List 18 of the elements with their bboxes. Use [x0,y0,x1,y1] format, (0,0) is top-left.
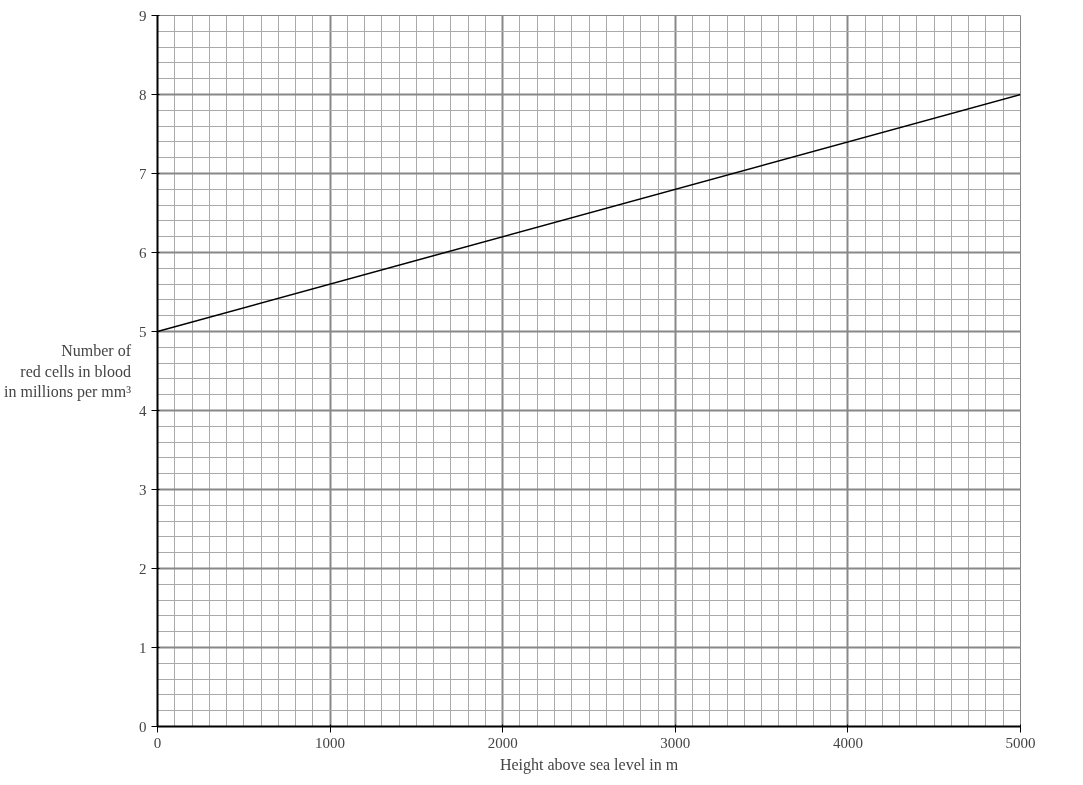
y-tick-label: 8 [139,86,147,103]
x-axis-title: Height above sea level in m [499,755,679,774]
x-tick-label: 3000 [660,734,691,751]
y-tick-label: 1 [139,639,147,656]
y-axis-title: Number of red cells in blood in millions per mm³ [3,342,132,401]
x-tick-label: 4000 [832,734,863,751]
y-tick-label: 5 [139,323,147,340]
y-tick-label: 4 [139,402,147,419]
y-tick-label: 3 [139,481,147,498]
y-tick-label: 6 [139,244,147,261]
y-tick-label: 0 [139,718,147,735]
y-tick-label: 9 [139,7,147,24]
y-tick-label: 7 [139,165,147,182]
y-tick-label: 2 [139,560,147,577]
x-tick-label: 5000 [1005,734,1036,751]
x-tick-label: 2000 [487,734,518,751]
x-tick-label: 0 [153,734,162,751]
x-tick-label: 1000 [315,734,346,751]
